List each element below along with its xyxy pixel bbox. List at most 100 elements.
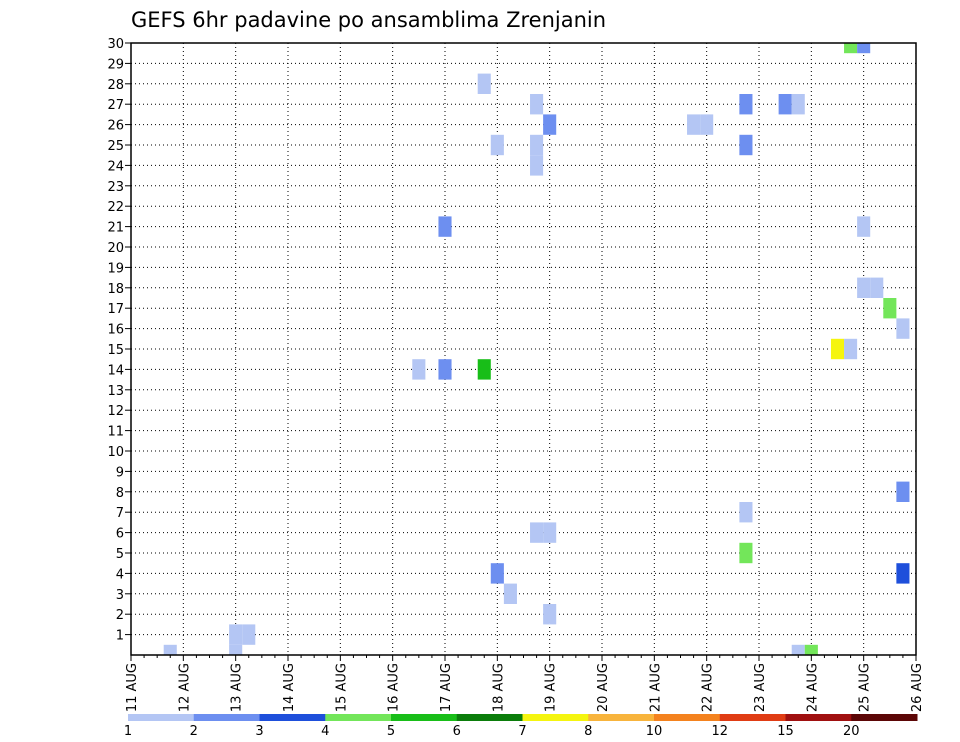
precip-cell bbox=[530, 155, 544, 176]
colorbar-swatch bbox=[522, 714, 589, 721]
colorbar-label: 3 bbox=[255, 724, 263, 739]
y-tick-label: 17 bbox=[107, 302, 124, 317]
y-tick-label: 24 bbox=[107, 159, 124, 174]
y-tick-label: 22 bbox=[107, 200, 124, 215]
colorbar-swatch bbox=[588, 714, 655, 721]
precip-cell bbox=[229, 644, 243, 655]
precip-cell bbox=[883, 298, 897, 319]
colorbar-label: 6 bbox=[453, 724, 461, 739]
chart-title: GEFS 6hr padavine po ansamblima Zrenjani… bbox=[131, 8, 606, 32]
colorbar-swatch bbox=[128, 714, 195, 721]
x-tick-label: 15 AUG bbox=[334, 663, 349, 712]
colorbar-label: 4 bbox=[321, 724, 329, 739]
precip-cell bbox=[229, 624, 243, 645]
precip-cell bbox=[870, 277, 884, 298]
y-tick-label: 5 bbox=[116, 547, 124, 562]
precip-cell bbox=[543, 604, 557, 625]
colorbar-swatch bbox=[654, 714, 721, 721]
y-tick-label: 20 bbox=[107, 241, 124, 256]
y-tick-label: 13 bbox=[107, 384, 124, 399]
colorbar-label: 20 bbox=[843, 724, 860, 739]
precip-cell bbox=[530, 134, 544, 156]
colorbar-swatch bbox=[325, 714, 392, 721]
precip-cell bbox=[490, 563, 504, 584]
x-tick-label: 26 AUG bbox=[910, 663, 925, 712]
colorbar-swatch bbox=[456, 714, 523, 721]
precip-cell bbox=[830, 338, 845, 360]
x-tick-label: 18 AUG bbox=[491, 663, 506, 712]
y-tick-label: 3 bbox=[116, 588, 124, 603]
y-tick-label: 9 bbox=[116, 465, 124, 480]
data-cells bbox=[163, 43, 910, 655]
y-tick-label: 28 bbox=[107, 78, 124, 93]
y-tick-label: 15 bbox=[107, 343, 124, 358]
x-tick-label: 25 AUG bbox=[858, 663, 873, 712]
precip-cell bbox=[739, 502, 753, 523]
x-tick-label: 22 AUG bbox=[701, 663, 716, 712]
y-tick-label: 14 bbox=[107, 363, 124, 378]
precip-cell bbox=[530, 94, 544, 115]
colorbar-label: 7 bbox=[518, 724, 526, 739]
precip-cell bbox=[700, 114, 714, 135]
y-tick-label: 18 bbox=[107, 282, 124, 297]
y-tick-label: 30 bbox=[107, 37, 124, 52]
precip-cell bbox=[490, 134, 504, 156]
precip-cell bbox=[739, 134, 753, 156]
colorbar-label: 15 bbox=[777, 724, 794, 739]
x-tick-label: 14 AUG bbox=[282, 663, 297, 712]
x-tick-label: 23 AUG bbox=[753, 663, 768, 712]
x-tick-label: 11 AUG bbox=[125, 663, 140, 712]
y-tick-label: 11 bbox=[107, 425, 124, 440]
precip-cell bbox=[896, 318, 910, 339]
precip-cell bbox=[857, 43, 871, 54]
y-tick-label: 25 bbox=[107, 139, 124, 154]
precip-cell bbox=[896, 481, 910, 502]
precip-cell bbox=[804, 644, 818, 655]
x-tick-label: 17 AUG bbox=[439, 663, 454, 712]
colorbar-label: 2 bbox=[190, 724, 198, 739]
precip-cell bbox=[778, 94, 792, 115]
y-tick-label: 23 bbox=[107, 180, 124, 195]
x-tick-label: 12 AUG bbox=[177, 663, 192, 712]
precip-cell bbox=[412, 359, 426, 380]
precip-cell bbox=[739, 94, 753, 115]
y-tick-label: 26 bbox=[107, 119, 124, 134]
y-tick-label: 2 bbox=[116, 608, 124, 623]
precip-cell bbox=[844, 43, 858, 54]
precip-cell bbox=[791, 644, 805, 655]
precip-cell bbox=[163, 644, 177, 655]
x-tick-label: 13 AUG bbox=[230, 663, 245, 712]
precip-cell bbox=[438, 216, 452, 237]
y-tick-label: 21 bbox=[107, 221, 124, 236]
colorbar-label: 12 bbox=[711, 724, 728, 739]
y-tick-label: 19 bbox=[107, 261, 124, 276]
precip-cell bbox=[242, 624, 256, 645]
precip-cell bbox=[477, 359, 491, 380]
precip-cell bbox=[438, 359, 452, 380]
y-tick-label: 1 bbox=[116, 629, 124, 644]
colorbar-label: 5 bbox=[387, 724, 395, 739]
precip-cell bbox=[896, 563, 910, 584]
colorbar-swatch bbox=[719, 714, 786, 721]
precip-cell bbox=[857, 277, 871, 298]
precip-cell bbox=[791, 94, 805, 115]
colorbar-label: 8 bbox=[584, 724, 592, 739]
colorbar-swatch bbox=[851, 714, 918, 721]
colorbar-label: 10 bbox=[646, 724, 663, 739]
y-tick-label: 29 bbox=[107, 57, 124, 72]
precip-cell bbox=[857, 216, 871, 237]
x-tick-label: 16 AUG bbox=[387, 663, 402, 712]
precip-cell bbox=[739, 542, 753, 564]
colorbar-swatch bbox=[259, 714, 326, 721]
y-tick-label: 16 bbox=[107, 323, 124, 338]
x-tick-label: 24 AUG bbox=[805, 663, 820, 712]
colorbar-swatch bbox=[785, 714, 852, 721]
grid-lines bbox=[131, 43, 916, 655]
colorbar-swatch bbox=[391, 714, 458, 721]
colorbar-legend: 1 2 3 4 5 6 7 8 10 12 15 20 bbox=[124, 714, 918, 739]
y-tick-label: 12 bbox=[107, 404, 124, 419]
y-tick-label: 8 bbox=[116, 486, 124, 501]
x-tick-label: 21 AUG bbox=[648, 663, 663, 712]
y-tick-label: 4 bbox=[116, 567, 124, 582]
